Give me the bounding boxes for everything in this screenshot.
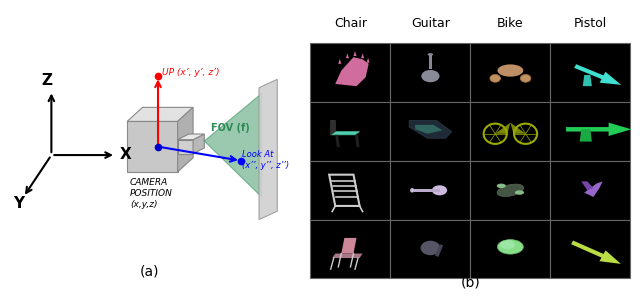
Text: Y: Y xyxy=(13,196,24,211)
Text: Guitar: Guitar xyxy=(411,17,450,30)
Polygon shape xyxy=(584,181,602,197)
Ellipse shape xyxy=(515,190,524,195)
Text: Bike: Bike xyxy=(497,17,524,30)
Ellipse shape xyxy=(497,184,506,188)
Polygon shape xyxy=(193,134,204,154)
Bar xyxy=(470,161,550,220)
Polygon shape xyxy=(204,93,262,197)
Bar xyxy=(413,189,440,192)
Bar xyxy=(470,43,550,102)
Polygon shape xyxy=(353,51,356,56)
Text: (a): (a) xyxy=(140,265,159,279)
Bar xyxy=(429,55,432,70)
Text: Z: Z xyxy=(42,73,52,88)
Text: POSITION: POSITION xyxy=(130,189,173,198)
Bar xyxy=(390,220,470,278)
Bar xyxy=(550,43,630,102)
Polygon shape xyxy=(346,53,349,58)
Ellipse shape xyxy=(432,185,447,195)
Polygon shape xyxy=(339,59,341,64)
Polygon shape xyxy=(495,123,525,134)
Text: UP (x’, y’, z’): UP (x’, y’, z’) xyxy=(162,68,220,77)
Polygon shape xyxy=(259,79,277,220)
Ellipse shape xyxy=(497,240,524,254)
Polygon shape xyxy=(409,120,452,138)
Polygon shape xyxy=(355,135,360,147)
Polygon shape xyxy=(415,125,443,134)
Bar xyxy=(390,43,470,102)
Polygon shape xyxy=(361,53,364,58)
Text: Chair: Chair xyxy=(334,17,367,30)
Text: Look At
(x’’, y’’, z’’): Look At (x’’, y’’, z’’) xyxy=(242,150,289,170)
Polygon shape xyxy=(331,120,335,135)
Polygon shape xyxy=(178,107,193,172)
Polygon shape xyxy=(580,129,592,142)
Bar xyxy=(470,102,550,161)
Bar xyxy=(390,161,470,220)
Bar xyxy=(550,220,630,278)
Polygon shape xyxy=(335,135,340,147)
Text: (b): (b) xyxy=(461,276,480,290)
Ellipse shape xyxy=(520,74,531,82)
Text: Pistol: Pistol xyxy=(573,17,607,30)
Ellipse shape xyxy=(410,188,414,192)
Text: FOV (f): FOV (f) xyxy=(211,123,250,133)
Ellipse shape xyxy=(420,241,440,255)
Bar xyxy=(310,220,390,278)
FancyArrow shape xyxy=(574,64,621,85)
Ellipse shape xyxy=(497,64,524,77)
Polygon shape xyxy=(332,253,363,258)
Polygon shape xyxy=(331,131,360,135)
Bar xyxy=(390,102,470,161)
Bar xyxy=(470,220,550,278)
Ellipse shape xyxy=(490,74,500,82)
Polygon shape xyxy=(583,75,592,86)
Bar xyxy=(435,244,443,257)
Polygon shape xyxy=(367,58,369,63)
Text: CAMERA: CAMERA xyxy=(130,178,168,187)
Bar xyxy=(550,161,630,220)
Polygon shape xyxy=(581,181,593,190)
Ellipse shape xyxy=(500,240,515,249)
Polygon shape xyxy=(178,140,193,154)
Polygon shape xyxy=(178,134,204,140)
Ellipse shape xyxy=(421,70,440,82)
Polygon shape xyxy=(127,121,178,172)
Polygon shape xyxy=(335,57,369,86)
Polygon shape xyxy=(341,238,356,253)
FancyArrow shape xyxy=(566,123,632,136)
Bar xyxy=(550,102,630,161)
Polygon shape xyxy=(127,107,193,121)
Text: (x,y,z): (x,y,z) xyxy=(130,200,157,209)
Text: X: X xyxy=(120,147,132,162)
Bar xyxy=(310,43,390,102)
Ellipse shape xyxy=(497,184,524,196)
Bar xyxy=(310,161,390,220)
Bar xyxy=(310,102,390,161)
Ellipse shape xyxy=(428,53,433,56)
FancyArrow shape xyxy=(571,241,621,264)
